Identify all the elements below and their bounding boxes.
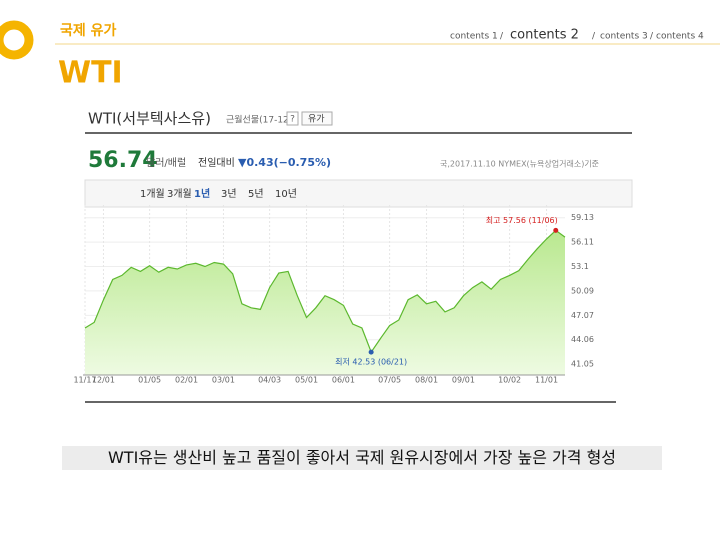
x-tick-label: 02/01 [175, 376, 198, 385]
tab[interactable]: 10년 [275, 188, 297, 200]
unit: 달러/배럴 [146, 156, 186, 169]
extreme-point [553, 227, 559, 233]
x-tick-label: 09/01 [452, 376, 475, 385]
y-tick-label: 44.06 [571, 335, 594, 344]
price: 56.74 [88, 148, 158, 173]
tab[interactable]: 5년 [248, 188, 264, 200]
annotation: 최저 42.53 (06/21) [335, 357, 407, 367]
tab[interactable]: 1년 [194, 187, 210, 200]
line [84, 229, 566, 354]
widget-name: WTI(서부텍사스유) [88, 110, 211, 128]
x-tick-label: 11/17 [73, 376, 96, 385]
x-tick-label: 06/01 [332, 376, 355, 385]
change: ▼0.43(−0.75%) [238, 156, 331, 169]
y-tick-label: 50.09 [571, 286, 594, 295]
nav-item[interactable]: contents 4 [656, 32, 704, 42]
x-tick-label: 01/05 [138, 376, 161, 385]
contract: 근월선물(17-12) [226, 114, 292, 126]
y-tick-label: 41.05 [571, 360, 594, 369]
caption: WTI유는 생산비 높고 품질이 좋아서 국제 원유시장에서 가장 높은 가격 … [62, 446, 662, 470]
x-tick-label: 04/03 [258, 376, 281, 385]
button[interactable] [301, 111, 333, 126]
logo [0, 20, 34, 60]
chart: 59.1356.1153.150.0947.0744.0641.0511/171… [73, 205, 594, 385]
y-tick-label: 56.11 [571, 238, 594, 247]
y-tick-label: 47.07 [571, 311, 594, 320]
help-box[interactable] [286, 111, 299, 126]
nav-sep: / [592, 32, 596, 42]
nav-sep: / [500, 32, 504, 42]
y-tick-label: 59.13 [571, 213, 594, 222]
nav-sep: / [650, 32, 654, 42]
nav-item[interactable]: contents 2 [510, 28, 579, 43]
tab[interactable]: 3개월 [167, 188, 192, 200]
section-title: 국제 유가 [60, 23, 117, 39]
tab[interactable]: 3년 [221, 188, 237, 200]
extreme-point [368, 349, 374, 355]
x-tick-label: 10/02 [498, 376, 521, 385]
help[interactable]: ? [290, 115, 295, 125]
x-tick-label: 05/01 [295, 376, 318, 385]
area [85, 230, 565, 375]
y-tick-label: 53.1 [571, 262, 589, 271]
slide-title: WTI [58, 56, 123, 91]
tab[interactable]: 1개월 [140, 188, 165, 200]
annotation: 최고 57.56 (11/06) [486, 215, 558, 225]
tab-bar [84, 179, 633, 208]
source: 국,2017.11.10 NYMEX(뉴욕상업거래소)기준 [440, 159, 599, 169]
tabs: 1개월 3개월 1년 3년 5년 10년 [140, 187, 297, 200]
x-tick-label: 03/01 [212, 376, 235, 385]
x-tick-label: 07/05 [378, 376, 401, 385]
nav-item[interactable]: contents 1 [450, 32, 498, 42]
nav-item[interactable]: contents 3 [600, 32, 648, 42]
x-tick-label: 11/01 [535, 376, 558, 385]
change-label: 전일대비 [198, 157, 235, 169]
x-tick-label: 12/01 [92, 376, 115, 385]
x-tick-label: 08/01 [415, 376, 438, 385]
button-label[interactable]: 유가 [308, 114, 325, 125]
